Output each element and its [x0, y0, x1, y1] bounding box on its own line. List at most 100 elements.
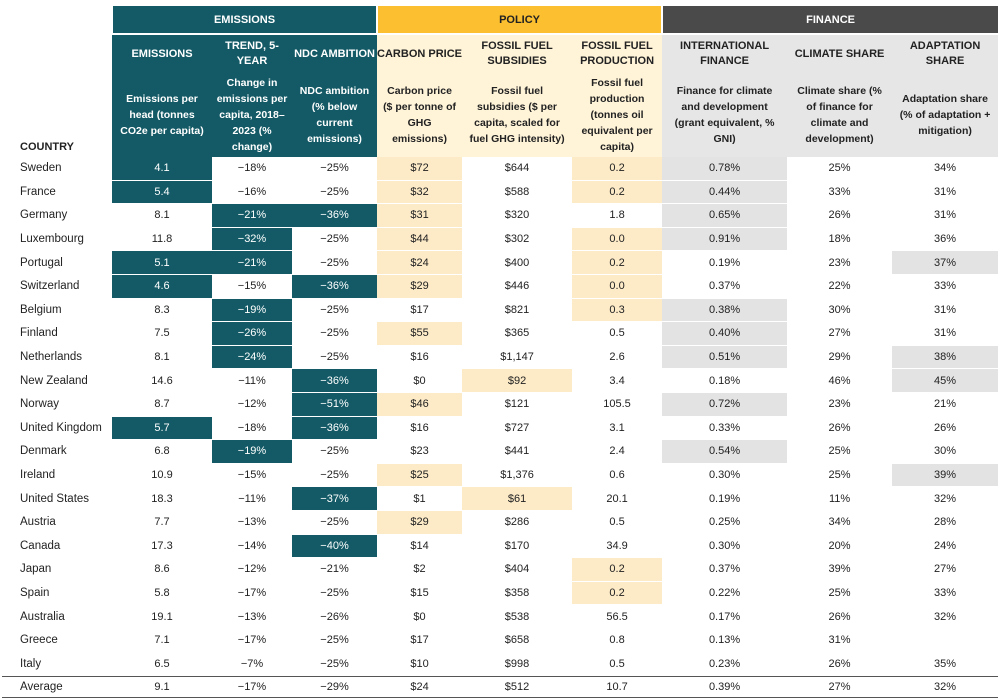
value-cell: $404 — [462, 558, 573, 582]
value-cell: −25% — [292, 181, 378, 205]
value-cell: 6.5 — [112, 652, 212, 677]
value-cell: 0.5 — [572, 511, 663, 535]
value-cell: 18% — [787, 228, 893, 252]
value-cell: 8.6 — [112, 558, 212, 582]
value-cell: $400 — [462, 251, 573, 275]
country-cell: United Kingdom — [2, 417, 112, 441]
value-cell: 105.5 — [572, 393, 663, 417]
value-cell: 18.3 — [112, 487, 212, 511]
value-cell: 4.1 — [112, 157, 212, 181]
value-cell: 0.8 — [572, 629, 663, 653]
value-cell: $2 — [377, 558, 463, 582]
value-cell: 0.19% — [662, 487, 788, 511]
country-cell: Ireland — [2, 464, 112, 488]
value-cell: 0.5 — [572, 652, 663, 677]
value-cell: 19.1 — [112, 605, 212, 629]
column-header-short: ADAPTATION SHARE — [892, 33, 999, 73]
country-cell: Canada — [2, 535, 112, 559]
value-cell: $17 — [377, 299, 463, 323]
value-cell: $72 — [377, 157, 463, 181]
value-cell: $29 — [377, 274, 463, 299]
value-cell: −36% — [292, 274, 378, 299]
value-cell: 8.7 — [112, 393, 212, 417]
value-cell: $588 — [462, 181, 573, 205]
value-cell: 0.65% — [662, 204, 788, 228]
value-cell: 56.5 — [572, 605, 663, 629]
value-cell: $538 — [462, 605, 573, 629]
value-cell: 0.17% — [662, 605, 788, 629]
country-cell: Portugal — [2, 251, 112, 275]
column-header-long: Adaptation share (% of adaptation + miti… — [892, 73, 999, 157]
table-row: Canada 17.3 −14% −40% $14 $170 34.9 0.30% 20% 24% — [2, 534, 999, 559]
value-cell: −19% — [212, 298, 292, 323]
value-cell: −15% — [212, 275, 292, 299]
value-cell: 23% — [787, 393, 893, 417]
value-cell: 0.72% — [662, 392, 788, 417]
column-header-long: Fossil fuel production (tonnes oil equiv… — [572, 73, 663, 157]
value-cell: −18% — [212, 417, 292, 441]
country-cell: New Zealand — [2, 369, 112, 393]
value-cell: −37% — [292, 487, 378, 511]
value-cell: 7.7 — [112, 511, 212, 535]
column-header-long: Emissions per head (tonnes CO2e per capi… — [112, 73, 212, 157]
value-cell: 0.30% — [662, 464, 788, 488]
value-cell: 4.6 — [112, 274, 212, 299]
value-cell: −12% — [212, 393, 292, 417]
value-cell: $170 — [462, 535, 573, 559]
value-cell: 33% — [892, 275, 999, 299]
value-cell: $10 — [377, 652, 463, 677]
column-header-short: TREND, 5-YEAR — [212, 33, 292, 73]
column-header-long: Carbon price ($ per tonne of GHG emissio… — [377, 73, 463, 157]
column-long-header-row: Emissions per head (tonnes CO2e per capi… — [2, 73, 999, 157]
value-cell: 20.1 — [572, 487, 663, 511]
value-cell: 2.6 — [572, 346, 663, 370]
value-cell: $31 — [377, 204, 463, 228]
value-cell: −17% — [212, 629, 292, 653]
country-cell: Finland — [2, 322, 112, 346]
value-cell: −25% — [292, 251, 378, 275]
value-cell: −13% — [212, 605, 292, 629]
value-cell: −15% — [212, 464, 292, 488]
table-row: Portugal 5.1 −21% −25% $24 $400 0.2 0.19% 23% 37% — [2, 251, 999, 275]
value-cell: 0.0 — [572, 227, 663, 252]
value-cell: 0.5 — [572, 322, 663, 346]
value-cell: 28% — [892, 511, 999, 535]
value-cell: 0.2 — [572, 581, 663, 606]
value-cell: −18% — [212, 157, 292, 181]
average-row: Average 9.1 −17% −29% $24 $512 10.7 0.39% 27% 32% — [2, 676, 999, 698]
average-value-cell: 0.39% — [662, 676, 788, 698]
value-cell: 32% — [892, 487, 999, 511]
value-cell: −25% — [292, 157, 378, 181]
value-cell: 34% — [892, 157, 999, 181]
value-cell: 7.5 — [112, 322, 212, 346]
value-cell: 26% — [892, 417, 999, 441]
average-value-cell: $24 — [377, 676, 463, 698]
value-cell: 26% — [787, 652, 893, 677]
value-cell: 11.8 — [112, 228, 212, 252]
value-cell: 8.1 — [112, 346, 212, 370]
column-header-short: NDC AMBITION — [292, 33, 378, 73]
column-header-short: FOSSIL FUEL PRODUCTION — [572, 33, 663, 73]
table-row: Germany 8.1 −21% −36% $31 $320 1.8 0.65% 26% 31% — [2, 204, 999, 228]
value-cell: 33% — [787, 181, 893, 205]
value-cell: 23% — [787, 251, 893, 275]
value-cell: $998 — [462, 652, 573, 677]
value-cell: 17.3 — [112, 535, 212, 559]
value-cell: −24% — [212, 345, 292, 370]
country-cell: Greece — [2, 629, 112, 653]
value-cell: 0.37% — [662, 558, 788, 582]
average-value-cell: 9.1 — [112, 676, 212, 698]
country-cell: Austria — [2, 511, 112, 535]
table-row: Sweden 4.1 −18% −25% $72 $644 0.2 0.78% 25% 34% — [2, 157, 999, 181]
value-cell: 35% — [892, 652, 999, 677]
value-cell: 5.8 — [112, 582, 212, 606]
table-row: Greece 7.1 −17% −25% $17 $658 0.8 0.13% 31% — [2, 629, 999, 653]
value-cell: 38% — [892, 345, 999, 370]
group-header-blank — [2, 6, 112, 33]
column-header-long: Fossil fuel subsidies ($ per capita, sca… — [462, 73, 573, 157]
table-row: Austria 7.7 −13% −25% $29 $286 0.5 0.25% 34% 28% — [2, 510, 999, 535]
value-cell: 0.44% — [662, 180, 788, 205]
climate-scorecard-table: EMISSIONS POLICY FINANCE COUNTRY EMISSIO… — [2, 6, 999, 698]
column-header-long: Change in emissions per capita, 2018–202… — [212, 73, 292, 157]
table-row: Belgium 8.3 −19% −25% $17 $821 0.3 0.38% 30% 31% — [2, 298, 999, 323]
